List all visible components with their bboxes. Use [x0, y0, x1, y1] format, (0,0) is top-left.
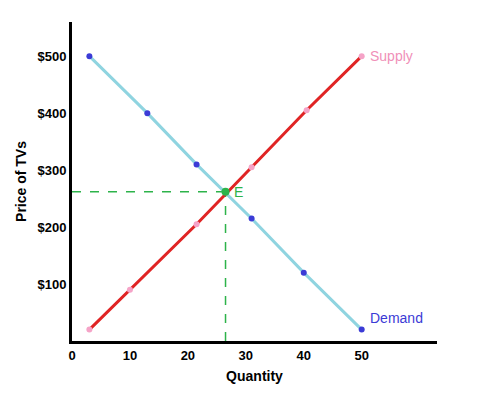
svg-text:$200: $200 [37, 220, 66, 235]
svg-text:$400: $400 [37, 106, 66, 121]
svg-text:10: 10 [123, 348, 137, 363]
svg-text:50: 50 [354, 348, 368, 363]
svg-text:Demand: Demand [370, 310, 423, 326]
svg-text:$300: $300 [37, 163, 66, 178]
svg-text:Price of TVs: Price of TVs [13, 141, 29, 222]
svg-text:E: E [234, 184, 243, 200]
svg-text:30: 30 [239, 348, 253, 363]
svg-text:$500: $500 [37, 49, 66, 64]
svg-text:Supply: Supply [370, 48, 413, 64]
svg-text:0: 0 [68, 348, 75, 363]
svg-text:40: 40 [297, 348, 311, 363]
svg-text:$100: $100 [37, 277, 66, 292]
svg-text:20: 20 [181, 348, 195, 363]
svg-text:Quantity: Quantity [226, 368, 283, 384]
